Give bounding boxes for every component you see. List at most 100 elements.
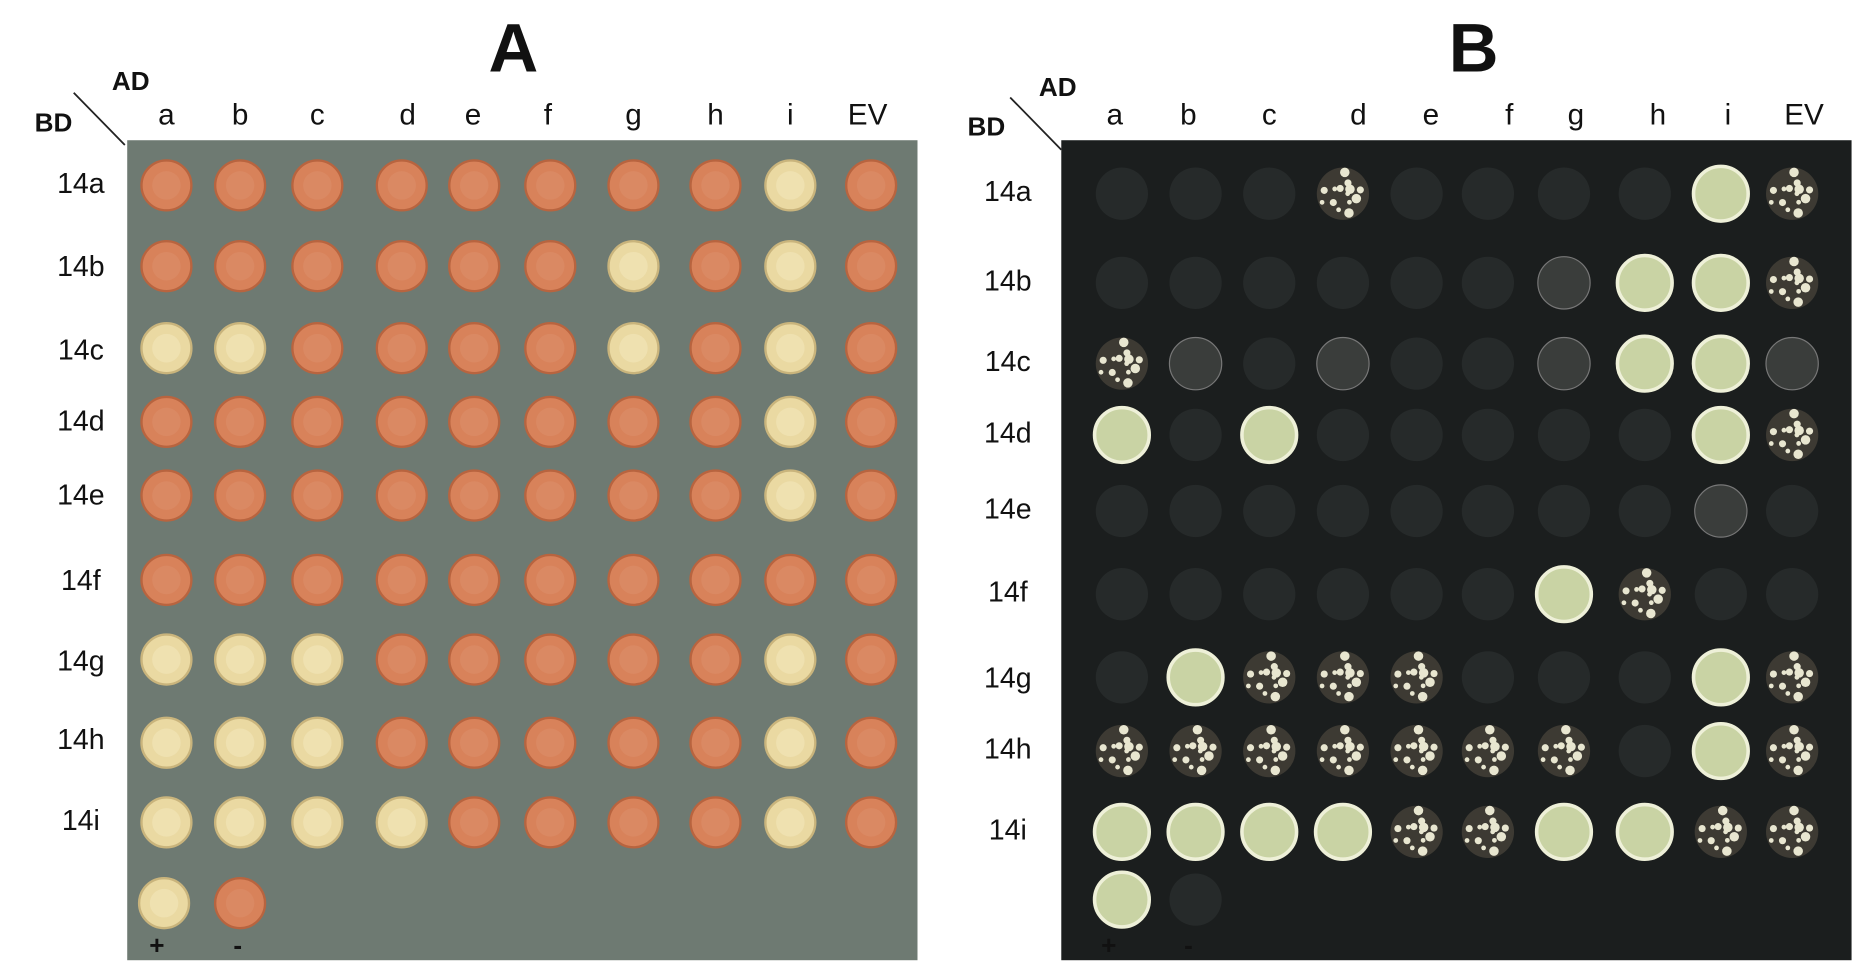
colony-dot <box>1477 743 1483 749</box>
colony-center <box>619 481 648 510</box>
colony-dot <box>1785 296 1791 302</box>
column-label: e <box>465 98 482 131</box>
colony-dot <box>1805 427 1814 435</box>
colony-dot <box>1492 757 1497 762</box>
colony-dot <box>1481 742 1489 750</box>
colony-center <box>387 481 416 510</box>
colony-dot <box>1778 440 1787 448</box>
colony-dot <box>1481 764 1486 770</box>
panel-title: A <box>489 10 539 87</box>
colony-dot <box>1800 677 1811 688</box>
colony-dot <box>1648 600 1654 606</box>
colony-center <box>776 565 805 595</box>
colony-dot <box>1262 742 1271 750</box>
colony-dot <box>1496 751 1507 761</box>
colony-dot <box>1793 420 1801 428</box>
colony-dot <box>1356 669 1364 678</box>
colony-dot <box>1768 683 1774 689</box>
colony-dot <box>1710 824 1715 830</box>
colony-center <box>387 728 416 758</box>
colony-dot <box>1793 208 1803 218</box>
row-label: 14i <box>989 814 1027 846</box>
colony-dot <box>1501 824 1509 832</box>
colony-center <box>303 808 332 837</box>
colony-center <box>152 808 181 837</box>
colony-dot <box>1119 724 1129 735</box>
colony-dot <box>1781 670 1787 675</box>
colony-spot <box>1166 648 1225 707</box>
colony-dot <box>1785 742 1793 750</box>
speckled-spot <box>1095 337 1149 390</box>
control-label: - <box>233 930 242 960</box>
colony-dot <box>1393 838 1399 843</box>
colony-dot <box>1769 186 1777 194</box>
colony-dot <box>1266 724 1276 735</box>
colony-center <box>536 645 565 674</box>
colony-dot <box>1653 594 1663 604</box>
colony-center <box>303 565 332 595</box>
colony-dot <box>1126 757 1131 762</box>
colony-dot <box>1403 756 1411 764</box>
colony-dot <box>1347 199 1352 205</box>
colony-center <box>387 407 416 437</box>
colony-dot <box>1418 668 1429 678</box>
colony-dot <box>1098 757 1104 763</box>
control-label: + <box>149 930 164 960</box>
colony-dot <box>1406 670 1411 675</box>
colony-center <box>225 728 255 758</box>
empty-spot <box>1765 484 1819 538</box>
colony-dot <box>1805 669 1814 678</box>
colony-center <box>152 251 181 281</box>
colony-center <box>303 171 332 200</box>
colony-dot <box>1789 724 1799 735</box>
empty-spot <box>1095 568 1149 621</box>
column-label: a <box>158 98 175 131</box>
colony-dot <box>1794 741 1804 752</box>
colony-center <box>619 645 648 674</box>
colony-dot <box>1800 751 1811 761</box>
colony-dot <box>1130 751 1141 761</box>
colony-dot <box>1271 741 1282 752</box>
colony-center <box>776 333 805 363</box>
colony-dot <box>1332 743 1338 749</box>
colony-dot <box>1789 651 1799 661</box>
colony-dot <box>1204 751 1214 761</box>
colony-dot <box>1430 824 1438 832</box>
colony-dot <box>1417 846 1428 856</box>
colony-dot <box>1320 670 1328 678</box>
colony-spot <box>1691 253 1750 312</box>
empty-spot <box>1243 256 1296 309</box>
empty-spot <box>1537 651 1591 704</box>
colony-dot <box>1124 354 1134 364</box>
colony-dot <box>1474 756 1482 764</box>
colony-dot <box>1130 363 1141 374</box>
row-label: 14a <box>984 176 1032 208</box>
colony-dot <box>1108 756 1116 764</box>
colony-dot <box>1793 846 1803 856</box>
colony-dot <box>1262 764 1268 770</box>
colony-dot <box>1270 663 1278 671</box>
colony-dot <box>1729 832 1739 842</box>
colony-dot <box>1646 608 1656 619</box>
colony-dot <box>1098 369 1104 375</box>
colony-center <box>303 407 332 437</box>
colony-dot <box>1793 268 1801 276</box>
colony-dot <box>1336 691 1341 696</box>
colony-dot <box>1173 744 1181 752</box>
colony-dot <box>1717 805 1728 816</box>
colony-dot <box>1277 751 1288 761</box>
colony-dot <box>1319 199 1325 205</box>
colony-dot <box>1329 198 1337 207</box>
colony-dot <box>1565 765 1575 776</box>
empty-spot <box>1390 256 1443 309</box>
colony-dot <box>1793 449 1803 459</box>
colony-dot <box>1485 805 1495 816</box>
colony-dot <box>1258 743 1264 749</box>
faint-spot <box>1537 256 1591 310</box>
colony-dot <box>1345 184 1355 194</box>
colony-dot <box>1647 584 1657 595</box>
colony-dot <box>1345 668 1355 678</box>
colony-spot <box>1092 802 1152 861</box>
row-label: 14g <box>984 662 1032 694</box>
colony-center <box>303 333 332 363</box>
